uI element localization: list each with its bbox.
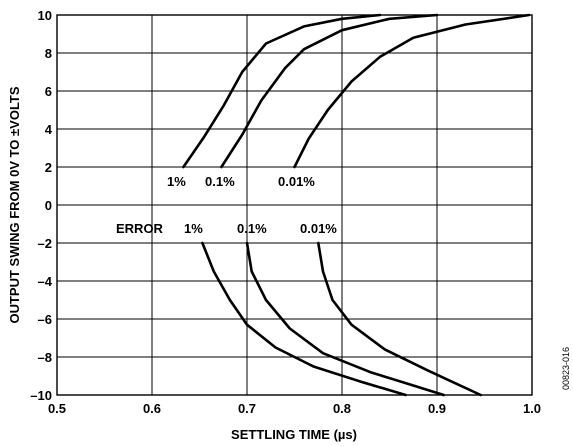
- label-lower-1pct: 1%: [184, 221, 203, 236]
- label-upper-1pct: 1%: [167, 174, 186, 189]
- x-tick-label: 0.5: [48, 401, 66, 416]
- label-lower-0-1pct: 0.1%: [237, 221, 267, 236]
- y-tick-label: 2: [45, 160, 52, 175]
- y-tick-label: –10: [30, 388, 52, 403]
- y-tick-label: –4: [38, 274, 53, 289]
- series-line-negative-0-01pct: [316, 241, 483, 397]
- y-tick-label: 0: [45, 198, 52, 213]
- y-tick-label: –8: [38, 350, 52, 365]
- plot-frame: [56, 14, 533, 396]
- series-line-positive-1pct: [182, 13, 382, 169]
- y-tick-label: 4: [45, 122, 53, 137]
- figure-id: 00823-016: [561, 347, 571, 390]
- grid-layer: [57, 15, 532, 395]
- x-tick-label: 1.0: [523, 401, 541, 416]
- x-tick-label: 0.6: [143, 401, 161, 416]
- series-line-positive-0-01pct: [293, 13, 531, 169]
- y-axis-title: OUTPUT SWING FROM 0V TO ±VOLTS: [7, 86, 22, 323]
- series-line-positive-0-1pct: [220, 13, 439, 169]
- x-tick-labels: 0.5 0.6 0.7 0.8 0.9 1.0: [48, 401, 541, 416]
- y-tick-label: –6: [38, 312, 52, 327]
- series-line-negative-1pct: [201, 241, 407, 397]
- label-upper-0-1pct: 0.1%: [205, 174, 235, 189]
- x-tick-label: 0.7: [238, 401, 256, 416]
- curve-layer: [182, 13, 531, 397]
- x-tick-label: 0.8: [333, 401, 351, 416]
- y-tick-label: –2: [38, 236, 52, 251]
- y-tick-labels: 10 8 6 4 2 0 –2 –4 –6 –8 –10: [30, 8, 52, 403]
- x-tick-label: 0.9: [428, 401, 446, 416]
- label-lower-0-01pct: 0.01%: [300, 221, 337, 236]
- x-axis-title: SETTLING TIME (µs): [231, 427, 357, 442]
- y-tick-label: 10: [38, 8, 52, 23]
- label-error: ERROR: [116, 221, 164, 236]
- y-tick-label: 8: [45, 46, 52, 61]
- y-tick-label: 6: [45, 84, 52, 99]
- label-upper-0-01pct: 0.01%: [278, 174, 315, 189]
- series-line-negative-0-1pct: [245, 241, 446, 397]
